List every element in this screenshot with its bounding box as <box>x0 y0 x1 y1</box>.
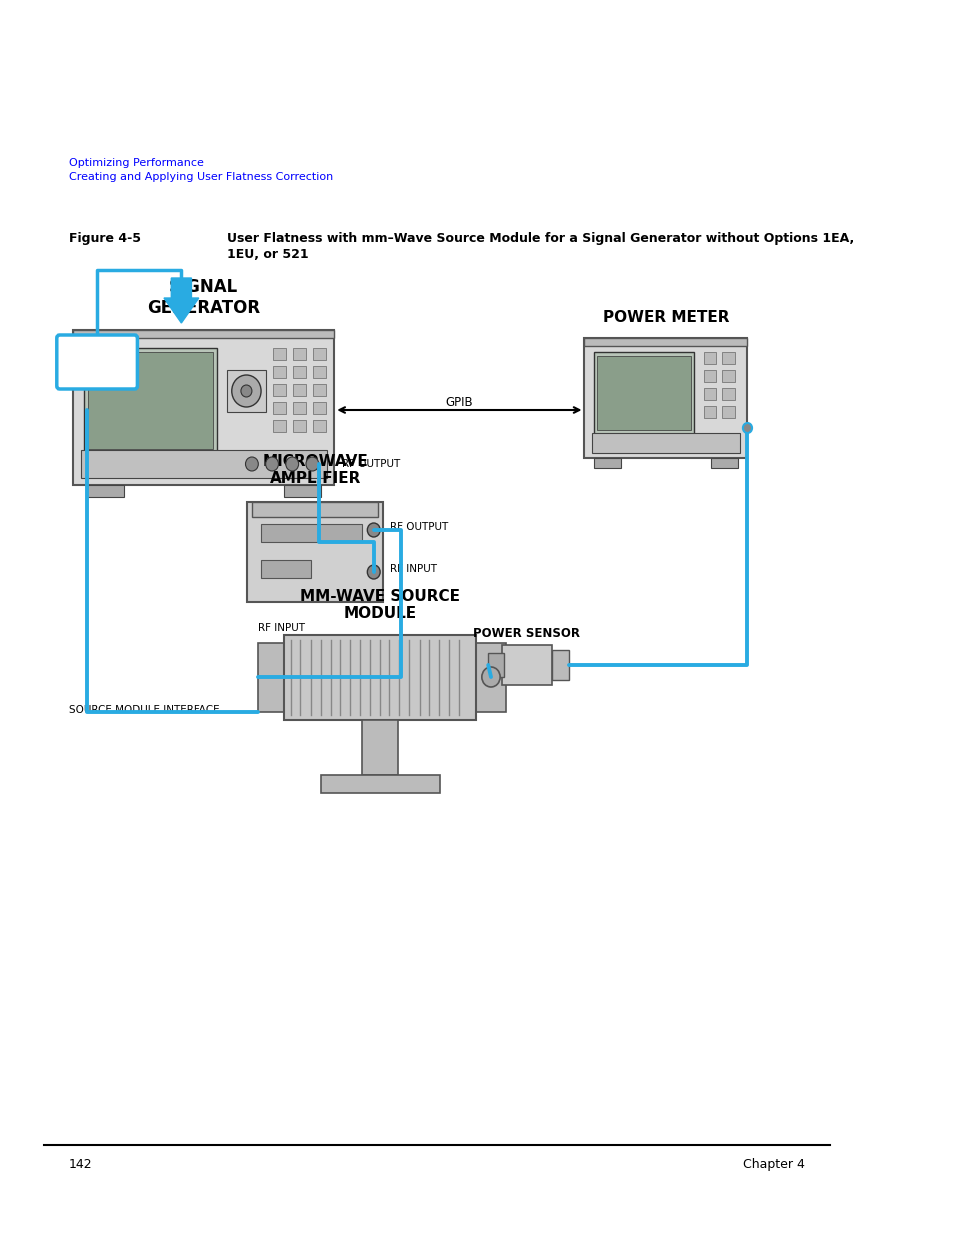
Bar <box>593 458 620 468</box>
Bar <box>80 450 327 478</box>
Bar <box>258 643 286 713</box>
Text: Optimizing Performance: Optimizing Performance <box>69 158 203 168</box>
Bar <box>284 635 476 720</box>
Text: POWER SENSOR: POWER SENSOR <box>473 627 579 640</box>
Text: GPIB: GPIB <box>445 396 473 409</box>
Bar <box>702 388 716 400</box>
Bar <box>73 330 334 485</box>
Bar <box>273 420 286 432</box>
Text: MM-WAVE SOURCE
MODULE: MM-WAVE SOURCE MODULE <box>300 589 459 621</box>
FancyArrow shape <box>164 278 198 324</box>
Bar <box>313 384 326 396</box>
Bar <box>84 348 217 453</box>
Bar <box>591 433 740 453</box>
Bar <box>313 420 326 432</box>
Bar <box>721 388 734 400</box>
Text: POWER METER: POWER METER <box>602 310 728 325</box>
Bar <box>501 645 552 685</box>
Bar <box>313 366 326 378</box>
Circle shape <box>306 457 318 471</box>
Bar <box>584 338 747 346</box>
Bar <box>284 485 320 496</box>
Text: 142: 142 <box>69 1158 92 1171</box>
Text: SIGNAL
GENERATOR: SIGNAL GENERATOR <box>147 278 259 317</box>
Text: RF OUTPUT: RF OUTPUT <box>341 459 399 469</box>
Bar <box>320 776 439 793</box>
Bar <box>252 501 378 517</box>
Bar <box>293 366 306 378</box>
Bar <box>273 366 286 378</box>
Text: SOURCE MODULE INTERFACE: SOURCE MODULE INTERFACE <box>69 705 219 715</box>
Bar <box>721 352 734 364</box>
Bar <box>88 352 213 450</box>
Bar <box>710 458 738 468</box>
Bar <box>273 403 286 414</box>
Bar <box>361 720 398 776</box>
Circle shape <box>367 564 379 579</box>
Text: Creating and Applying User Flatness Correction: Creating and Applying User Flatness Corr… <box>69 172 333 182</box>
Text: SOURCE
MODULE: SOURCE MODULE <box>74 351 119 373</box>
Bar <box>247 501 382 601</box>
Circle shape <box>232 375 261 408</box>
Bar <box>702 352 716 364</box>
Bar <box>293 420 306 432</box>
Bar <box>488 653 503 677</box>
Bar <box>313 403 326 414</box>
Bar <box>293 384 306 396</box>
Bar <box>293 403 306 414</box>
Text: MICROWAVE
AMPLIFIER: MICROWAVE AMPLIFIER <box>262 454 368 487</box>
Text: Figure 4-5: Figure 4-5 <box>69 232 140 245</box>
Text: RF INPUT: RF INPUT <box>390 564 436 574</box>
Circle shape <box>286 457 298 471</box>
Text: 1EU, or 521: 1EU, or 521 <box>227 248 309 261</box>
Bar <box>293 348 306 359</box>
Bar <box>702 370 716 382</box>
Bar <box>721 370 734 382</box>
Text: Chapter 4: Chapter 4 <box>742 1158 804 1171</box>
Circle shape <box>367 522 379 537</box>
Bar <box>273 384 286 396</box>
Circle shape <box>265 457 278 471</box>
Bar <box>721 406 734 417</box>
Bar <box>584 338 747 458</box>
Circle shape <box>481 667 499 687</box>
Bar <box>261 524 361 542</box>
Bar <box>552 650 568 680</box>
Text: RF OUTPUT: RF OUTPUT <box>390 522 448 532</box>
FancyBboxPatch shape <box>57 335 137 389</box>
Bar <box>273 348 286 359</box>
Circle shape <box>742 424 751 433</box>
Circle shape <box>241 385 252 396</box>
Bar <box>597 356 690 430</box>
Circle shape <box>245 457 258 471</box>
Bar <box>227 370 265 412</box>
Bar <box>476 643 505 713</box>
Text: User Flatness with mm–Wave Source Module for a Signal Generator without Options : User Flatness with mm–Wave Source Module… <box>227 232 854 245</box>
Bar <box>87 485 124 496</box>
Bar <box>261 559 311 578</box>
Bar <box>73 330 334 338</box>
Bar <box>593 352 694 433</box>
Bar <box>702 406 716 417</box>
Text: RF INPUT: RF INPUT <box>258 622 305 634</box>
Bar <box>313 348 326 359</box>
